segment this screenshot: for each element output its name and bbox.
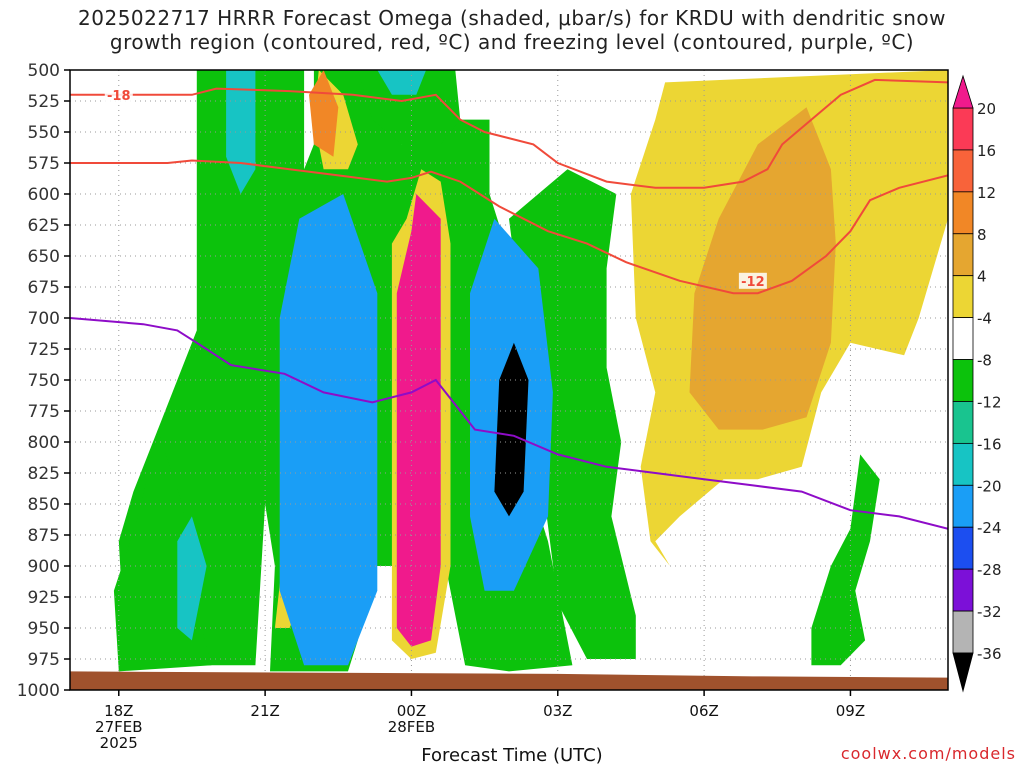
dgz-contour--18 (70, 78, 948, 189)
omega-region-cyan-mid-upper (377, 70, 427, 95)
colorbar-label: -4 (977, 310, 992, 328)
colorbar-bottom-cap (952, 652, 974, 693)
grid-lines (70, 70, 948, 690)
colorbar-label: -12 (977, 393, 1002, 411)
colorbar-swatch (952, 233, 974, 277)
y-tick-label: 500 (28, 61, 60, 81)
y-tick-label: 875 (28, 526, 60, 546)
colorbar-swatch (952, 442, 974, 486)
x-tick-label: 06Z (689, 702, 718, 720)
y-tick-label: 700 (28, 309, 60, 329)
y-tick-label: 675 (28, 278, 60, 298)
omega-region-lower-right-green (811, 454, 880, 666)
y-tick-label: 650 (28, 247, 60, 267)
y-tick-label: 525 (28, 92, 60, 112)
y-tick-label: 975 (28, 650, 60, 670)
omega-region-black-core-right (494, 342, 529, 517)
x-tick-label: 03Z (543, 702, 572, 720)
colorbar-label: -28 (977, 561, 1002, 579)
y-tick-label: 725 (28, 340, 60, 360)
shaded-fields: -18 -12 (70, 70, 948, 690)
omega-region-blue-ring-left (279, 194, 378, 666)
colorbar-swatch (952, 275, 974, 319)
colorbar-swatch (952, 401, 974, 444)
freezing-level-contour (70, 317, 948, 530)
x-tick-year: 2025 (100, 734, 138, 752)
x-tick-label: 09Z (836, 702, 865, 720)
x-tick-date: 28FEB (388, 718, 435, 736)
colorbar-label: -16 (977, 435, 1002, 453)
y-tick-label: 800 (28, 433, 60, 453)
colorbar-label: -32 (977, 603, 1002, 621)
colorbar-swatch (952, 610, 974, 654)
y-tick-label: 950 (28, 619, 60, 639)
colorbar-swatch (952, 359, 974, 402)
colorbar-label: 16 (977, 142, 996, 160)
contour-label-bg (104, 86, 133, 103)
colorbar: 20 16 12 8 4 -4 -8 -12 -16 -20 -24 -28 -32 -36 (952, 74, 1002, 693)
x-tick-date: 27FEB (95, 718, 142, 736)
colorbar-label: 20 (977, 100, 996, 118)
dgz-contour--12 (70, 159, 948, 295)
colorbar-swatch (952, 149, 974, 193)
y-tick-label: 575 (28, 154, 60, 174)
y-tick-label: 850 (28, 495, 60, 515)
omega-region-orange-right (689, 107, 836, 430)
omega-region-cyan-left-lower (177, 516, 207, 641)
y-tick-label: 625 (28, 216, 60, 236)
y-tick-label: 750 (28, 371, 60, 391)
contour-label: -18 (107, 89, 131, 104)
colorbar-swatch (952, 526, 974, 570)
y-tick-label: 825 (28, 464, 60, 484)
colorbar-swatch (952, 317, 974, 360)
colorbar-label: 4 (977, 268, 987, 286)
colorbar-label: -36 (977, 645, 1002, 663)
x-tick-label: 00Z (397, 702, 426, 720)
y-tick-label: 775 (28, 402, 60, 422)
colorbar-label: 8 (977, 226, 987, 244)
omega-region-magenta-column (396, 194, 441, 647)
y-tick-label: 900 (28, 557, 60, 577)
contour-label-bg (738, 272, 767, 289)
credit-text: coolwx.com/models (840, 744, 1016, 763)
y-tick-label: 550 (28, 123, 60, 143)
colorbar-top-cap (952, 74, 974, 109)
x-axis-label: Forecast Time (UTC) (421, 745, 603, 766)
omega-region-upper-green-mid (357, 70, 461, 145)
contour-label: -12 (741, 275, 765, 290)
ground-surface (70, 671, 948, 690)
plot-layer: -18 -12 500 525 550 575 600 625 650 675 700 725 750 7… (17, 61, 949, 752)
chart-title-line1: 2025022717 HRRR Forecast Omega (shaded, … (78, 6, 946, 30)
colorbar-swatch (952, 568, 974, 612)
colorbar-label: -20 (977, 477, 1002, 495)
colorbar-swatch (952, 484, 974, 528)
chart-title-line2: growth region (contoured, red, ºC) and f… (109, 30, 915, 54)
x-tick-label: 18Z (104, 702, 133, 720)
colorbar-label: -24 (977, 519, 1002, 537)
colorbar-label: 12 (977, 184, 996, 202)
x-tick-label: 21Z (250, 702, 279, 720)
colorbar-swatch (952, 107, 974, 151)
chart-title: 2025022717 HRRR Forecast Omega (shaded, … (0, 6, 1024, 54)
y-tick-label: 925 (28, 588, 60, 608)
y-tick-label: 1000 (17, 681, 60, 701)
y-tick-label: 600 (28, 185, 60, 205)
colorbar-label: -8 (977, 352, 992, 370)
colorbar-swatch (952, 191, 974, 235)
